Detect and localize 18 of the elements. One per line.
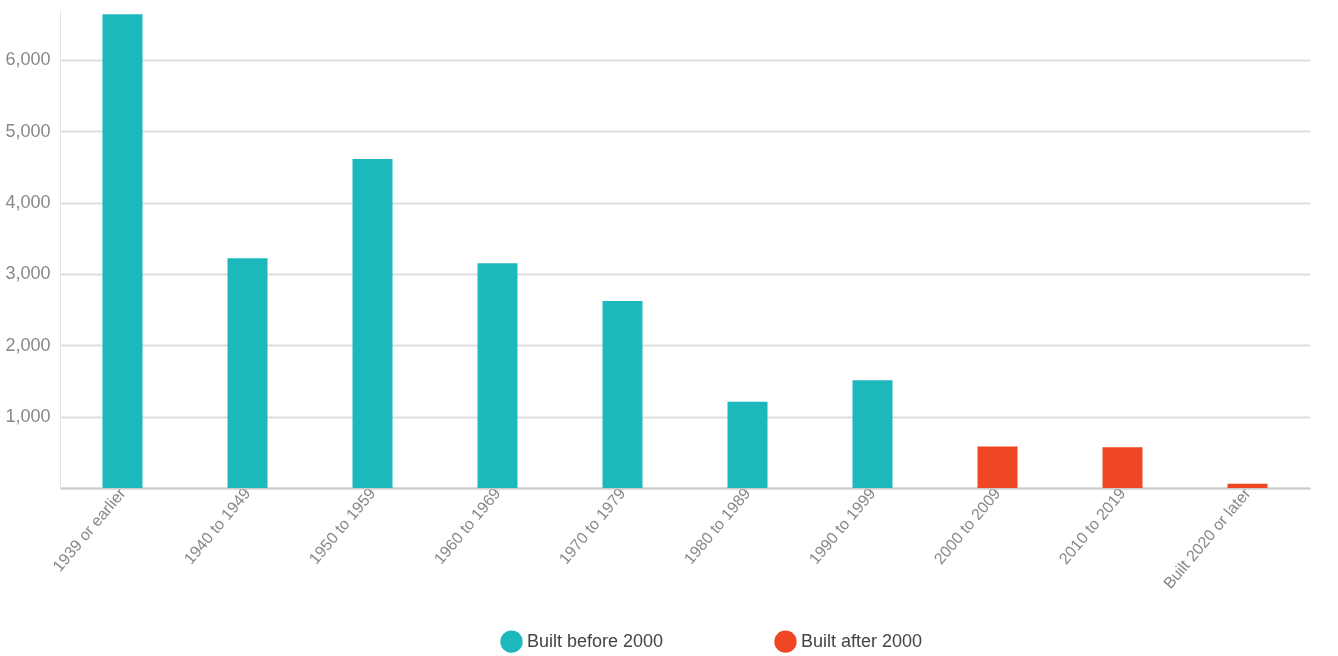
bar [102, 14, 143, 488]
bar [727, 401, 768, 488]
bar [1102, 447, 1143, 488]
bar [227, 258, 268, 488]
y-tick-label: 5,000 [5, 120, 51, 141]
bar [602, 301, 643, 488]
y-tick-label: 3,000 [5, 263, 51, 284]
y-tick-label: 1,000 [5, 406, 51, 427]
legend-label: Built before 2000 [527, 630, 664, 651]
bar [977, 446, 1018, 488]
bar [477, 263, 518, 488]
bar [852, 380, 893, 488]
y-tick-label: 2,000 [5, 334, 51, 355]
y-tick-label: 4,000 [5, 192, 51, 213]
legend-label: Built after 2000 [801, 630, 923, 651]
y-tick-label: 6,000 [5, 49, 51, 70]
bar [1227, 483, 1268, 488]
bar [352, 159, 393, 488]
